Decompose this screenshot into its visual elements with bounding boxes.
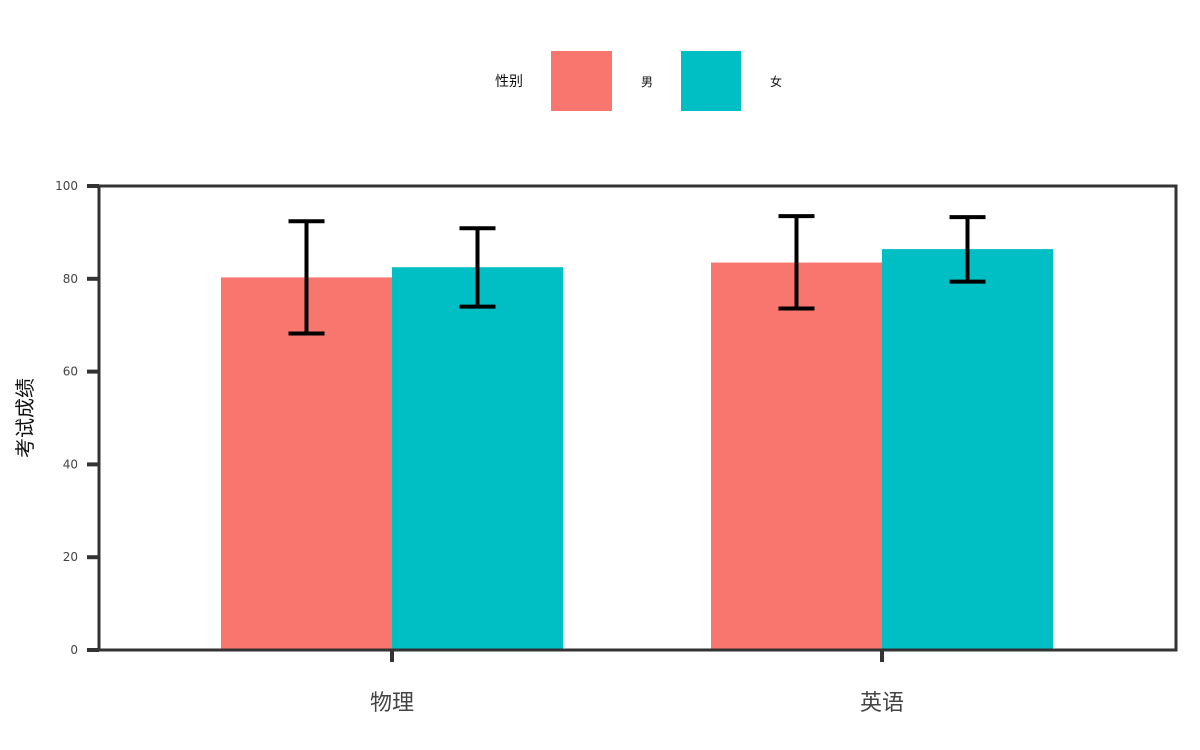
legend-label-male: 男	[641, 75, 653, 89]
errorbar-male-0	[288, 219, 325, 336]
bars-layer	[221, 249, 1053, 650]
bar-female-1	[882, 249, 1053, 650]
axes-layer: 0 20 40 60 80 100 物理 英语	[55, 179, 1178, 716]
y-tick-label-20: 20	[63, 550, 78, 564]
y-tick-label-60: 60	[63, 365, 78, 379]
plot-frame	[97, 184, 1178, 652]
y-axis-label: 考试成绩	[13, 378, 37, 458]
legend-label-female: 女	[770, 74, 782, 89]
y-tick-label-80: 80	[63, 272, 78, 286]
y-tick-label-0: 0	[70, 643, 78, 657]
x-tick-label-1: 英语	[860, 691, 904, 716]
errorbar-male-1	[778, 214, 815, 311]
bar-female-0	[392, 267, 563, 650]
errorbar-female-1	[949, 215, 986, 284]
legend-swatch-female	[681, 51, 741, 111]
y-tick-label-100: 100	[55, 179, 78, 193]
legend-swatch-male	[551, 51, 612, 111]
errorbar-female-0	[459, 226, 496, 309]
bar-male-0	[221, 277, 392, 650]
x-tick-label-0: 物理	[370, 691, 414, 716]
bar-male-1	[711, 262, 882, 650]
legend-title: 性别	[495, 74, 523, 90]
legend: 性别 男 女	[495, 51, 782, 111]
y-tick-label-40: 40	[63, 457, 78, 471]
errorbars-layer	[288, 214, 986, 336]
